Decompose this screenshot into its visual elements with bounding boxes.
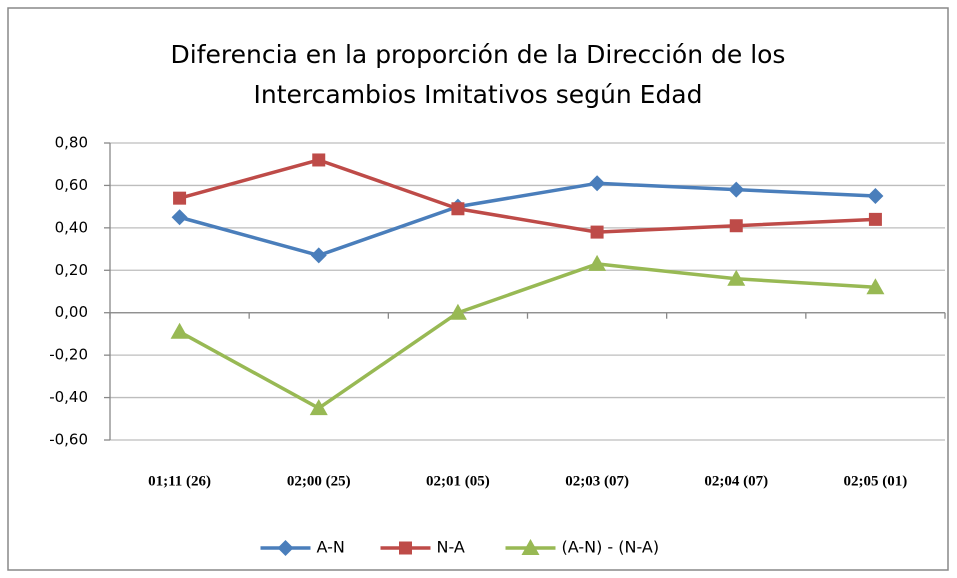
marker bbox=[590, 225, 604, 239]
series-line bbox=[179, 158, 876, 234]
legend-label: A-N bbox=[317, 538, 345, 557]
y-tick-label: -0,40 bbox=[49, 388, 88, 406]
series-line bbox=[179, 181, 876, 258]
legend-label: N-A bbox=[437, 538, 465, 557]
legend-marker bbox=[521, 539, 540, 555]
legend-marker bbox=[277, 540, 294, 556]
legend-label: (A-N) - (N-A) bbox=[562, 538, 660, 557]
marker bbox=[729, 219, 743, 233]
series-line bbox=[178, 262, 876, 410]
x-tick-label: 02;03 (07) bbox=[565, 473, 629, 489]
marker bbox=[868, 212, 882, 226]
x-tick-label: 02;05 (01) bbox=[844, 473, 908, 489]
marker bbox=[170, 322, 189, 339]
y-tick-label: -0,60 bbox=[49, 431, 88, 449]
marker bbox=[451, 202, 465, 216]
marker bbox=[867, 188, 884, 205]
y-tick-label: 0,00 bbox=[55, 303, 88, 321]
chart-title: Intercambios Imitativos según Edad bbox=[254, 80, 703, 109]
marker bbox=[173, 191, 187, 205]
y-tick-label: 0,80 bbox=[55, 134, 88, 152]
y-tick-label: 0,40 bbox=[55, 218, 88, 236]
x-tick-label: 01;11 (26) bbox=[148, 473, 211, 489]
marker bbox=[448, 303, 467, 320]
marker bbox=[309, 399, 328, 416]
x-tick-label: 02;01 (05) bbox=[426, 473, 490, 489]
marker bbox=[588, 254, 607, 271]
y-tick-label: 0,20 bbox=[55, 261, 88, 279]
x-tick-label: 02;00 (25) bbox=[287, 473, 351, 489]
marker bbox=[866, 278, 885, 295]
y-tick-label: -0,20 bbox=[49, 346, 88, 364]
marker bbox=[589, 175, 606, 192]
chart-title: Diferencia en la proporción de la Direcc… bbox=[171, 40, 786, 69]
marker bbox=[727, 269, 746, 286]
legend-marker bbox=[399, 541, 412, 555]
y-tick-label: 0,60 bbox=[55, 176, 88, 194]
marker bbox=[171, 209, 188, 226]
marker bbox=[310, 247, 327, 264]
chart-frame bbox=[7, 7, 949, 571]
marker bbox=[728, 181, 745, 198]
marker bbox=[312, 153, 326, 167]
x-tick-label: 02;04 (07) bbox=[704, 473, 768, 489]
